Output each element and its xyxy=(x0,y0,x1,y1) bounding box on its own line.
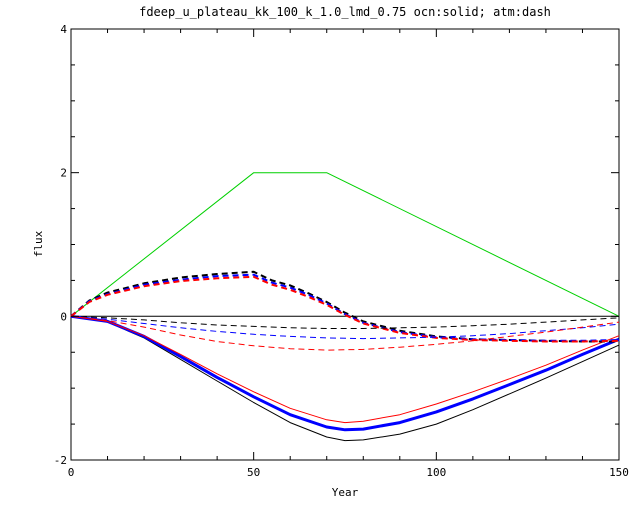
series-line-red-dashed-7 xyxy=(70,275,620,343)
y-tick-label: -2 xyxy=(54,454,67,467)
series-layer xyxy=(70,172,620,442)
series-line-blue-dashed-9 xyxy=(70,315,620,340)
series-line-red-dashed-10 xyxy=(70,315,620,351)
x-tick-label: 100 xyxy=(426,466,446,479)
x-tick-label: 0 xyxy=(68,466,75,479)
y-tick-label: 0 xyxy=(60,310,67,323)
series-line-blue-solid-3 xyxy=(70,314,620,432)
series-line-black-solid-2 xyxy=(70,315,620,442)
chart-title: fdeep_u_plateau_kk_100_k_1.0_lmd_0.75 oc… xyxy=(139,5,551,19)
y-axis-label: flux xyxy=(32,230,45,257)
series-line-green-solid-1 xyxy=(70,172,620,317)
y-tick-label: 2 xyxy=(60,167,67,180)
y-tick-label: 4 xyxy=(60,23,67,36)
series-line-black-dashed-8 xyxy=(70,315,620,329)
series-line-red-solid-4 xyxy=(70,315,620,424)
x-axis-label: Year xyxy=(332,486,359,499)
x-tick-label: 50 xyxy=(247,466,260,479)
x-tick-label: 150 xyxy=(609,466,629,479)
